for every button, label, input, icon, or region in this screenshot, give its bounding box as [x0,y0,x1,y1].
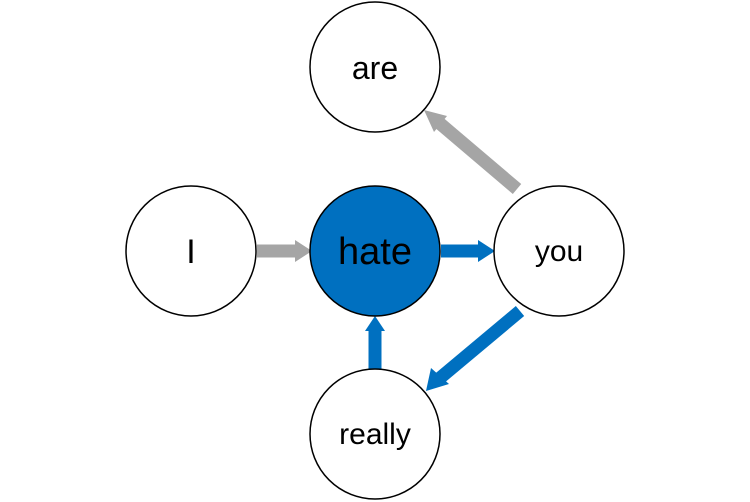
node-are-label: are [352,50,398,86]
edges [257,110,525,391]
nodes: are I hate you really [125,1,625,500]
edge-i-to-hate-arrowhead [295,240,312,262]
node-i-circle [125,185,257,317]
node-hate: hate [309,185,441,317]
edge-you-to-really [426,306,525,391]
edge-hate-to-you-arrowhead [478,240,495,262]
node-really-label: really [339,418,411,451]
edge-you-to-are-arrowhead [424,110,447,132]
node-i: I [125,185,257,317]
edge-you-to-are [424,110,522,194]
node-you-circle [493,185,625,317]
edge-really-to-hate-arrowhead [365,316,385,331]
node-are-circle [309,1,441,133]
edge-you-to-are-shaft [432,116,522,194]
node-i-label: I [186,233,195,271]
node-hate-circle [309,185,441,317]
node-really-circle [309,368,441,500]
node-you: you [493,185,625,317]
node-are: are [309,1,441,133]
edge-hate-to-you [441,240,495,262]
edge-really-to-hate [365,316,385,369]
edge-i-to-hate [257,240,312,262]
node-you-label: you [535,235,583,268]
edge-you-to-really-arrowhead [426,368,449,391]
node-really: really [309,368,441,500]
edge-you-to-really-shaft [435,306,525,383]
node-hate-label: hate [338,231,412,273]
